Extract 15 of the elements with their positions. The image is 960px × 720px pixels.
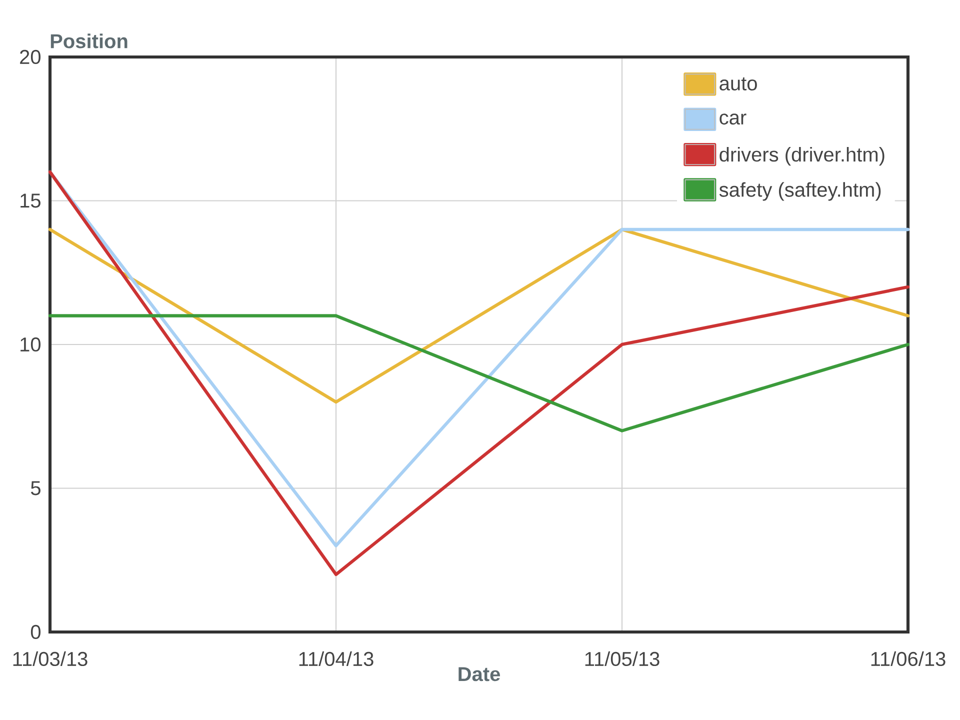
x-tick-label: 11/05/13 (585, 651, 660, 666)
x-tick-label: 11/03/13 (13, 651, 88, 666)
x-tick-label: 11/06/13 (871, 651, 946, 666)
y-tick-label: 5 (30, 481, 40, 496)
y-tick-label: 0 (30, 624, 41, 640)
legend-label: auto (720, 77, 757, 90)
legend-label: car (720, 114, 746, 125)
y-tick-label: 10 (20, 337, 40, 352)
y-tick-label: 20 (20, 50, 40, 64)
y-axis-title: Position (50, 34, 128, 48)
x-axis-title: Date (458, 667, 500, 682)
legend-label: drivers (driver.htm) (720, 146, 884, 166)
x-tick-label: 11/04/13 (299, 651, 374, 666)
y-tick-label: 15 (20, 194, 40, 208)
legend-label: safety (saftey.htm) (719, 182, 881, 201)
